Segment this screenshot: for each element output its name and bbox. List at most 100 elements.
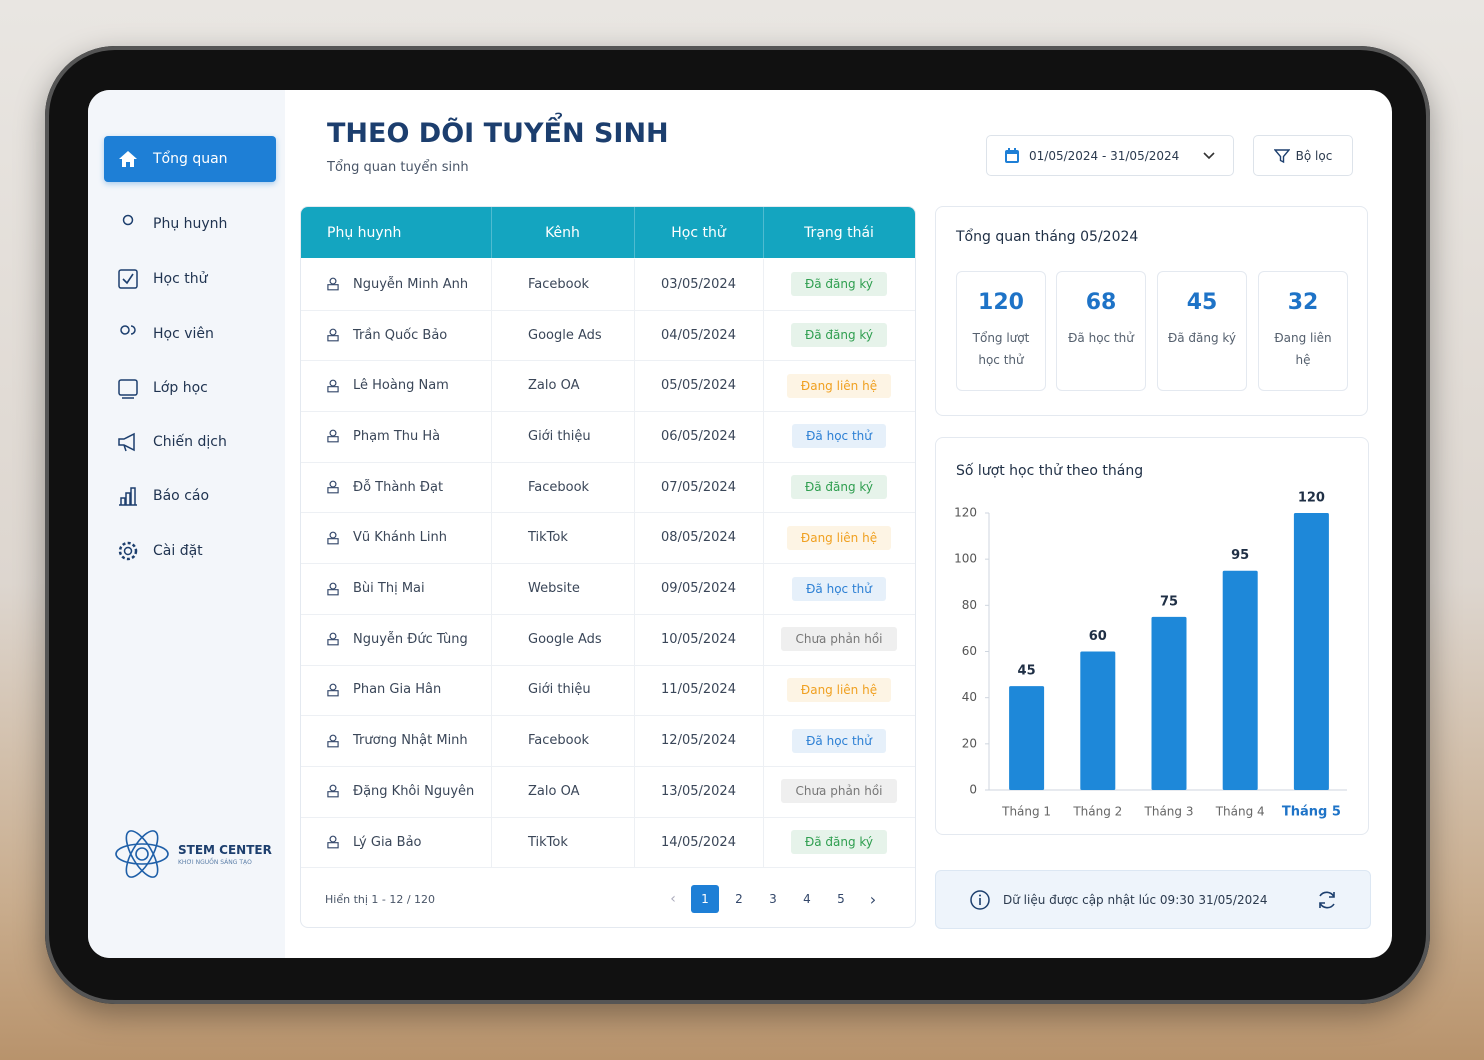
parent-name: Bùi Thị Mai	[353, 581, 425, 597]
bar	[1009, 686, 1045, 790]
filter-icon	[1273, 148, 1290, 163]
nav-item[interactable]: Phụ huynh	[104, 201, 276, 247]
icon	[327, 480, 339, 494]
column-divider	[491, 613, 492, 665]
filter-button[interactable]: Bộ lọc	[1253, 135, 1353, 176]
sidebar: STEM CENTER KHƠI NGUỒN SÁNG TẠO Tổng qua…	[88, 90, 285, 958]
status-cell: Chưa phản hồi	[763, 614, 915, 665]
nav-label: Chiến dịch	[153, 434, 227, 450]
icon	[327, 632, 339, 646]
table-row: Lê Hoàng Nam Zalo OA 05/05/2024 Đang liên h…	[301, 360, 915, 413]
date-cell: 04/05/2024	[661, 327, 736, 343]
date-cell: 14/05/2024	[661, 834, 736, 850]
nav-item[interactable]: Chiến dịch	[104, 419, 276, 465]
page-button[interactable]: 4	[803, 892, 811, 906]
y-tick-label: 100	[954, 552, 977, 566]
column-divider	[763, 613, 764, 665]
page-button[interactable]: 5	[837, 892, 845, 906]
column-divider	[491, 766, 492, 817]
icon	[327, 582, 339, 595]
stat-box: 120 Tổng lượt học thử	[956, 271, 1046, 391]
parent-name: Vũ Khánh Linh	[353, 530, 447, 546]
stat-value: 120	[978, 290, 1024, 315]
channel-cell: Google Ads	[528, 327, 602, 343]
table-row: Đặng Khôi Nguyên Zalo OA 13/05/2024 Chưa ph…	[301, 766, 915, 818]
date-cell: 12/05/2024	[661, 733, 736, 749]
nav-item[interactable]: Tổng quan	[104, 136, 276, 182]
nav-label: Học viên	[153, 326, 214, 342]
column-divider	[634, 360, 635, 412]
nav-item[interactable]: Học thử	[104, 256, 276, 302]
column-divider	[634, 461, 635, 513]
status-badge: Đã đăng ký	[790, 475, 888, 500]
nav-item[interactable]: Báo cáo	[104, 473, 276, 519]
table-footer-text: Hiển thị 1 - 12 / 120	[325, 892, 436, 906]
status-cell: Đang liên hệ	[763, 360, 915, 411]
next-page[interactable]: ›	[869, 889, 877, 909]
status-badge: Đã đăng ký	[790, 830, 888, 855]
status-cell: Đang liên hệ	[763, 513, 915, 564]
parent-name: Lý Gia Bảo	[353, 834, 422, 850]
channel-cell: TikTok	[528, 834, 568, 850]
column-divider	[763, 360, 764, 412]
parent-cell: Phan Gia Hân	[325, 665, 491, 716]
x-tick-label: Tháng 2	[1072, 805, 1122, 819]
icon	[327, 784, 339, 798]
x-tick-label: Tháng 1	[1001, 805, 1051, 819]
column-divider	[491, 563, 492, 614]
screen: STEM CENTER KHƠI NGUỒN SÁNG TẠO Tổng qua…	[88, 90, 1392, 958]
date-picker[interactable]: 01/05/2024 - 31/05/2024	[986, 135, 1234, 176]
date-cell: 07/05/2024	[661, 479, 736, 495]
status-cell: Đã học thử	[763, 715, 915, 766]
column-divider	[763, 411, 764, 462]
stat-box: 45 Đã đăng ký	[1157, 271, 1247, 391]
table-row: Nguyễn Minh Anh Facebook 03/05/2024 Đã đăng…	[301, 259, 915, 311]
status-badge: Đã học thử	[792, 728, 886, 753]
logo-icon	[115, 830, 169, 878]
column-divider	[763, 715, 764, 766]
page-button[interactable]: 1	[691, 885, 719, 913]
stat-label: Đang liên hệ	[1274, 331, 1332, 367]
x-tick-label: Tháng 5	[1282, 805, 1341, 820]
nav-item[interactable]: Học viên	[104, 311, 276, 357]
column-header: Phụ huynh	[327, 207, 492, 258]
refresh-icon[interactable]	[1316, 889, 1338, 911]
bar	[1222, 570, 1258, 790]
parent-cell: Trương Nhật Minh	[325, 715, 491, 766]
nav-label: Tổng quan	[153, 151, 228, 167]
parent-name: Lê Hoàng Nam	[353, 378, 449, 394]
bar	[1080, 651, 1116, 790]
prev-page[interactable]: ‹	[670, 891, 676, 907]
status-badge: Đã đăng ký	[790, 323, 888, 348]
stat-value: 68	[1085, 290, 1117, 315]
parent-name: Trần Quốc Bảo	[353, 327, 448, 343]
table-row: Phạm Thu Hà Giới thiệu 06/05/2024 Đã học th…	[301, 411, 915, 463]
column-divider	[491, 461, 492, 513]
channel-cell: Facebook	[528, 479, 590, 495]
nav-item[interactable]: Cài đặt	[104, 528, 276, 574]
icon	[327, 379, 339, 393]
parent-cell: Lê Hoàng Nam	[325, 360, 491, 411]
date-range: 01/05/2024 - 31/05/2024	[1029, 148, 1180, 163]
column-divider	[763, 259, 764, 310]
column-divider	[763, 512, 764, 564]
parent-cell: Bùi Thị Mai	[325, 563, 491, 614]
column-divider	[491, 715, 492, 766]
nav-label: Học thử	[153, 271, 208, 287]
nav-item[interactable]: Lớp học	[104, 365, 276, 411]
channel-cell: Zalo OA	[528, 378, 580, 394]
icon	[119, 487, 137, 506]
channel-cell: Giới thiệu	[528, 428, 591, 444]
page-button[interactable]: 3	[769, 892, 777, 906]
status-badge: Chưa phản hồi	[781, 627, 897, 652]
status-cell: Đã đăng ký	[763, 462, 915, 513]
channel-cell: Google Ads	[528, 631, 602, 647]
page-button[interactable]: 2	[735, 892, 743, 906]
channel-cell: Giới thiệu	[528, 682, 591, 698]
stat-label: Đã học thử	[1068, 331, 1134, 345]
table-row: Trương Nhật Minh Facebook 12/05/2024 Đã học…	[301, 715, 915, 767]
table-row: Trần Quốc Bảo Google Ads 04/05/2024 Đã đăng…	[301, 309, 915, 362]
parent-name: Nguyễn Đức Tùng	[353, 631, 468, 647]
nav-label: Phụ huynh	[153, 216, 228, 232]
date-cell: 11/05/2024	[661, 682, 736, 698]
